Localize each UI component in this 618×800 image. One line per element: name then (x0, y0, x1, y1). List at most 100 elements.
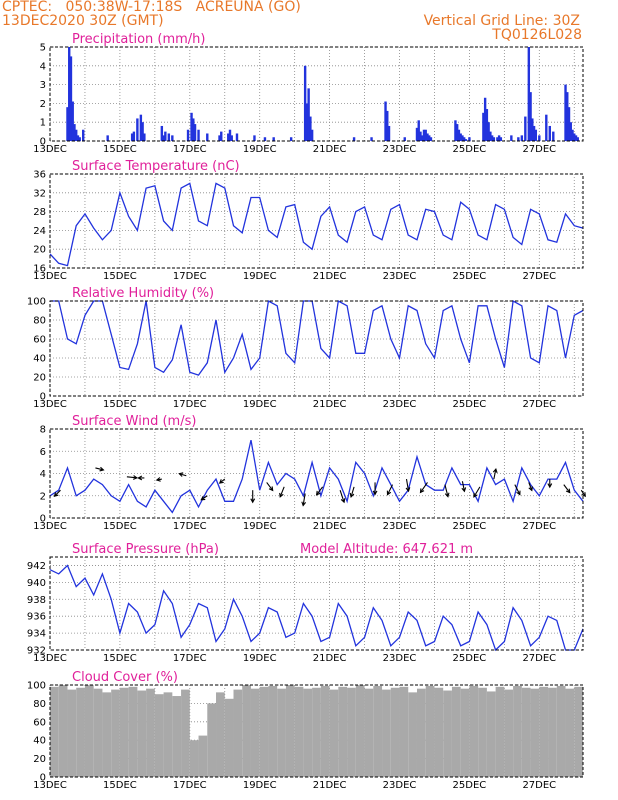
cloud-bar (250, 688, 260, 777)
cloud-bar (373, 685, 383, 777)
rh-ytick-label: 20 (33, 373, 46, 384)
wind-arrow (514, 484, 521, 495)
wind-arrow-head (473, 492, 478, 498)
wind-arrow-head (301, 501, 307, 507)
wind-arrow (266, 482, 274, 491)
precip-bar (545, 114, 548, 141)
station-info: CPTEC: 050:38W-17:18S ACREUNA (GO) (2, 0, 301, 15)
precip-bar (263, 137, 267, 141)
wind-arrow-head (349, 492, 355, 498)
temp-xtick-label: 13DEC (33, 271, 67, 282)
wind-xtick-label: 25DEC (453, 521, 487, 532)
rh-xtick-label: 21DEC (313, 399, 347, 410)
rh-title: Relative Humidity (%) (72, 286, 214, 301)
precip-bar (419, 131, 422, 141)
precip-bar (468, 137, 471, 141)
rh-ytick-label: 80 (33, 316, 46, 327)
run-datetime: 13DEC2020 30Z (GMT) (2, 13, 164, 29)
precip-bar (566, 92, 569, 141)
wind-arrow-head (386, 490, 392, 496)
precip-bar (571, 129, 574, 141)
cloud-bar (119, 687, 129, 777)
wind-xtick-label: 17DEC (173, 521, 207, 532)
cloud-bar (128, 686, 138, 777)
cloud-bar (574, 686, 583, 777)
cloud-bar (416, 688, 426, 777)
wind-arrow-head (340, 498, 346, 504)
precip-bar (417, 120, 420, 141)
cloud-xtick-label: 27DEC (522, 780, 556, 791)
precip-bar (309, 116, 312, 141)
press-title: Surface Pressure (hPa) (72, 542, 219, 557)
press-xtick-label: 17DEC (173, 653, 207, 664)
cloud-bar (364, 688, 374, 777)
precip-bar (139, 114, 143, 141)
precip-bar (272, 137, 275, 141)
cloud-xtick-label: 23DEC (383, 780, 417, 791)
temp-ytick-label: 28 (33, 207, 46, 218)
cloud-bar (548, 687, 557, 777)
precip-bar (531, 118, 534, 141)
cloud-ytick-label: 80 (33, 699, 46, 710)
press-xtick-label: 15DEC (103, 653, 137, 664)
cloud-xtick-label: 25DEC (453, 780, 487, 791)
wind-arrow (493, 468, 497, 480)
cloud-bar (565, 688, 575, 777)
wind-arrow-head (218, 479, 224, 484)
press-xtick-label: 19DEC (243, 653, 277, 664)
wind-ytick-label: 8 (40, 425, 46, 436)
rh-xtick-label: 19DEC (243, 399, 277, 410)
precip-ytick-label: 4 (40, 61, 46, 72)
wind-arrow-head (155, 477, 161, 482)
press-frame (49, 556, 584, 651)
press-ytick-label: 938 (27, 595, 46, 606)
cloud-bar (530, 688, 540, 777)
cloud-bar (320, 685, 330, 777)
precip-bar (235, 133, 239, 141)
cloud-bar (111, 689, 120, 777)
wind-arrow-head (419, 488, 425, 494)
cloud-bar (233, 689, 243, 777)
cloud-ytick-label: 100 (27, 681, 46, 692)
precip-bar (305, 103, 309, 141)
rh-xtick-label: 13DEC (33, 399, 67, 410)
cloud-ytick-label: 0 (40, 773, 46, 784)
cloud-bar (189, 740, 199, 777)
wind-arrow (126, 476, 137, 479)
cloud-xtick-label: 19DEC (243, 780, 277, 791)
precip-xtick-label: 25DEC (453, 144, 487, 155)
cloud-title: Cloud Cover (%) (72, 670, 178, 685)
precip-bar (167, 133, 171, 141)
wind-ytick-label: 2 (40, 491, 46, 502)
cloud-bar (521, 687, 531, 777)
wind-arrow-head (516, 490, 521, 496)
temp-xtick-label: 19DEC (243, 271, 277, 282)
wind-arrow (405, 478, 410, 492)
wind-title: Surface Wind (m/s) (72, 414, 196, 429)
cloud-bar (67, 689, 77, 777)
cloud-bar (76, 687, 85, 777)
precip-bar (310, 129, 314, 141)
cloud-bar (312, 687, 321, 777)
precip-bar (517, 137, 520, 141)
wind-arrow-head (565, 488, 571, 494)
rh-xtick-label: 23DEC (383, 399, 417, 410)
precip-bar (192, 118, 195, 141)
cloud-bar (268, 685, 278, 777)
cloud-bar (513, 685, 522, 777)
precip-bar (428, 135, 431, 141)
wind-series-line (49, 439, 584, 514)
wind-arrow (387, 484, 394, 495)
precip-bar (220, 131, 223, 141)
precip-bar (548, 125, 551, 141)
cloud-ytick-label: 60 (33, 717, 46, 728)
cloud-bar (486, 691, 496, 777)
cloud-bar (146, 688, 155, 777)
cloud-bar (556, 685, 566, 777)
wind-arrow (200, 495, 208, 501)
wind-arrow (339, 490, 345, 503)
precip-bar (136, 118, 139, 141)
press-ytick-label: 942 (27, 561, 46, 572)
cloud-bar (154, 694, 164, 777)
